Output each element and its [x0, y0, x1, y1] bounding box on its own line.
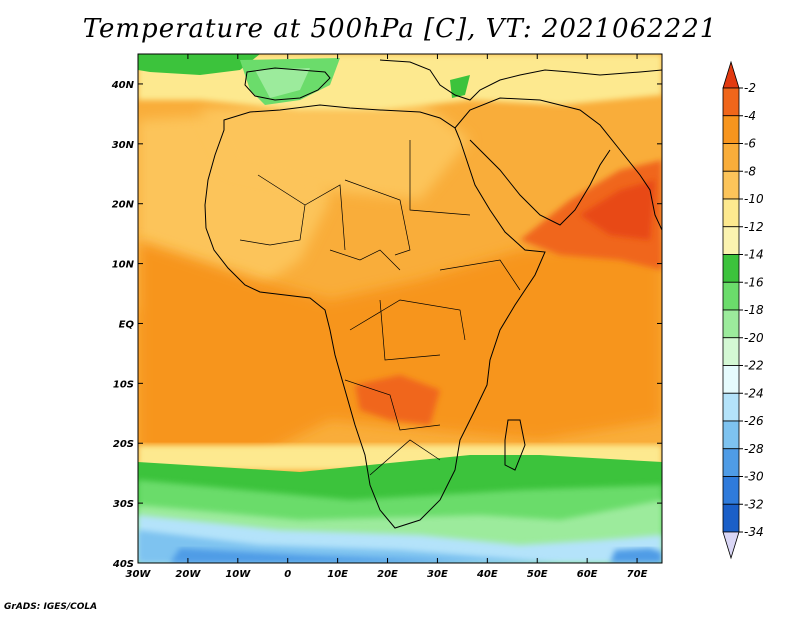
- colorbar-label: -18: [744, 303, 764, 317]
- lat-label: 10N: [112, 260, 135, 271]
- lon-label: 20E: [377, 569, 398, 580]
- colorbar-bottom-arrow: [722, 531, 740, 560]
- latitude-labels: 40N 30N 20N 10N EQ 10S 20S 30S 40S: [111, 80, 135, 570]
- colorbar-label: -4: [744, 109, 756, 123]
- colorbar-bin: [722, 226, 740, 255]
- lat-label: 40N: [111, 80, 135, 91]
- colorbar-bin: [722, 170, 740, 200]
- colorbar-bin: [722, 337, 740, 366]
- longitude-labels: 30W 20W 10W 0 10E 20E 30E 40E 50E 60E 70E: [126, 569, 648, 580]
- colorbar-bin: [722, 420, 740, 450]
- lon-label: 40E: [476, 569, 498, 580]
- colorbar-bin: [722, 87, 740, 117]
- colorbar-bin: [722, 503, 740, 533]
- colorbar-bin: [722, 115, 740, 144]
- colorbar-bin: [722, 448, 740, 477]
- country-borders: [239, 140, 521, 476]
- colorbar-label: -24: [744, 386, 764, 400]
- lat-label: 30N: [112, 140, 135, 151]
- temperature-field: [138, 54, 662, 563]
- lon-label: 10E: [327, 569, 348, 580]
- colorbar-label: -20: [744, 331, 764, 345]
- map-title: Temperature at 500hPa [C], VT: 202106222…: [82, 14, 718, 44]
- lat-label: 10S: [113, 379, 134, 390]
- colorbar-label: -16: [744, 275, 764, 289]
- lat-label: EQ: [119, 319, 135, 330]
- lat-label: 20N: [112, 200, 135, 211]
- colorbar-label: -12: [744, 220, 764, 234]
- lon-label: 70E: [627, 569, 648, 580]
- colorbar-label: -2: [744, 81, 756, 95]
- colorbar-label: -32: [744, 497, 764, 511]
- colorbar-bin: [722, 198, 740, 228]
- colorbar-bin: [722, 254, 740, 283]
- lon-label: 50E: [527, 569, 548, 580]
- colorbar-bin: [722, 476, 740, 505]
- colorbar-label: -14: [744, 248, 764, 262]
- colorbar-bin: [722, 365, 740, 394]
- coastlines: [204, 59, 662, 529]
- colorbar-label: -6: [744, 137, 756, 151]
- colorbar-top-arrow: [722, 60, 740, 89]
- lat-label: 40S: [112, 559, 134, 570]
- lat-label: 30S: [113, 499, 134, 510]
- colorbar-label: -26: [744, 414, 764, 428]
- grads-credit: GrADS: IGES/COLA: [4, 602, 98, 612]
- colorbar-bin: [722, 392, 740, 422]
- map-frame: [137, 53, 663, 564]
- colorbar-label: -10: [744, 192, 764, 206]
- axis-ticks: [137, 54, 662, 564]
- lat-label: 20S: [113, 439, 134, 450]
- colorbar-label: -8: [744, 164, 756, 178]
- colorbar-bin: [722, 281, 740, 311]
- colorbar-label: -34: [744, 525, 764, 539]
- colorbar: -2 -4 -6 -8 -10 -12 -14 -16 -18 -20 -22 -24 -26 -28 -3…: [722, 60, 764, 560]
- colorbar-bin: [722, 309, 740, 339]
- colorbar-label: -22: [744, 359, 764, 373]
- lon-label: 10W: [225, 569, 251, 580]
- colorbar-label: -28: [744, 442, 764, 456]
- lon-label: 30E: [427, 569, 448, 580]
- colorbar-bin: [722, 143, 740, 172]
- lon-label: 0: [284, 569, 291, 580]
- lon-label: 20W: [175, 569, 201, 580]
- lon-label: 60E: [577, 569, 598, 580]
- colorbar-label: -30: [744, 470, 764, 484]
- lon-label: 30W: [126, 569, 152, 580]
